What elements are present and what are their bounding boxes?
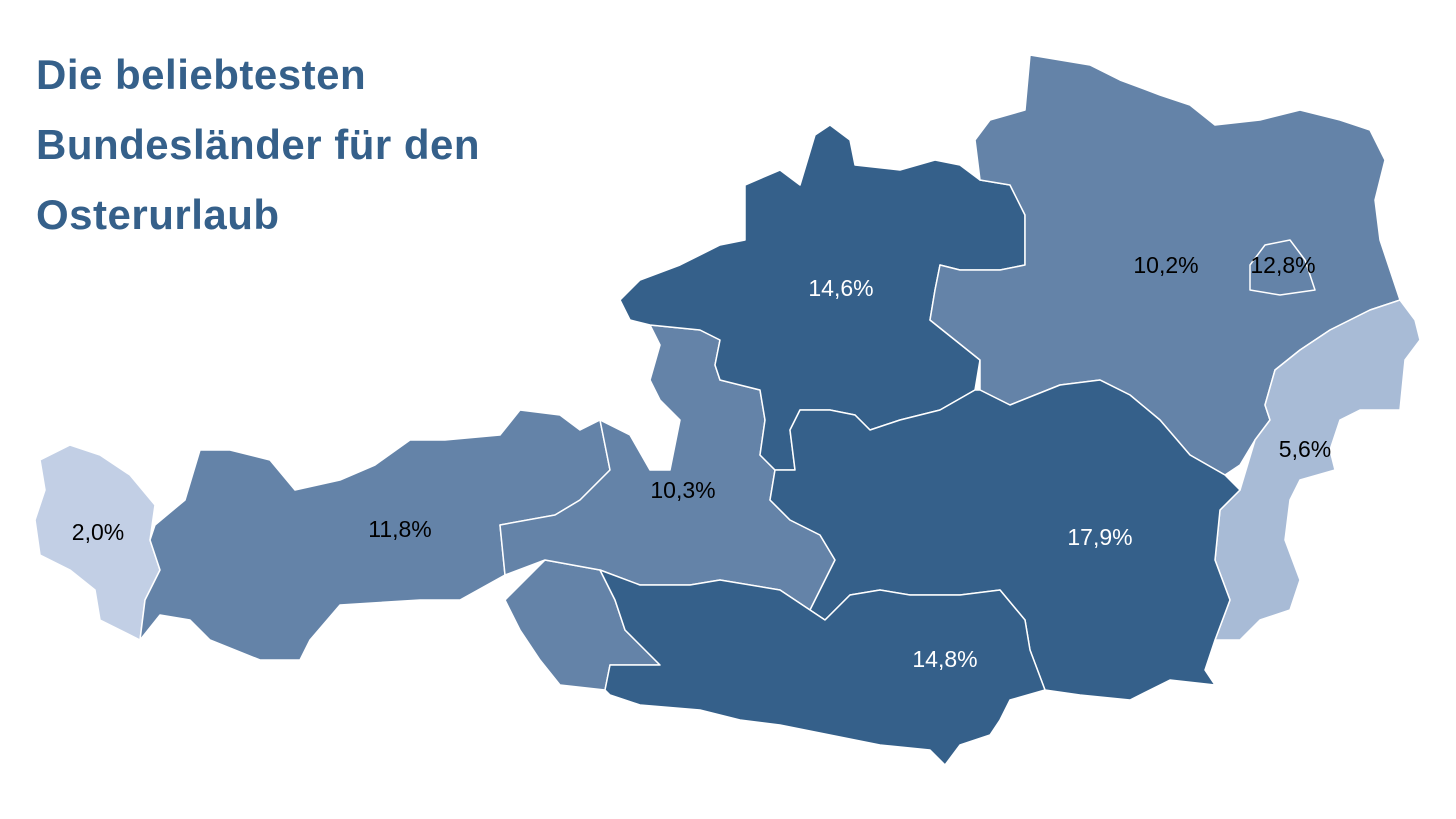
value-label: 5,6% [1279, 436, 1331, 462]
value-label: 14,8% [912, 646, 977, 672]
value-label: 12,8% [1250, 252, 1315, 278]
value-label: 10,3% [650, 477, 715, 503]
value-label: 17,9% [1067, 524, 1132, 550]
region [1249, 239, 1316, 296]
region [139, 409, 611, 661]
region [599, 569, 1046, 766]
region [1214, 299, 1421, 641]
value-label: 2,0% [72, 519, 124, 545]
value-label: 10,2% [1133, 252, 1198, 278]
map-title: Die beliebtesten Bundesländer für den Os… [36, 51, 481, 238]
value-label: 14,6% [808, 275, 873, 301]
value-label: 11,8% [368, 516, 432, 542]
